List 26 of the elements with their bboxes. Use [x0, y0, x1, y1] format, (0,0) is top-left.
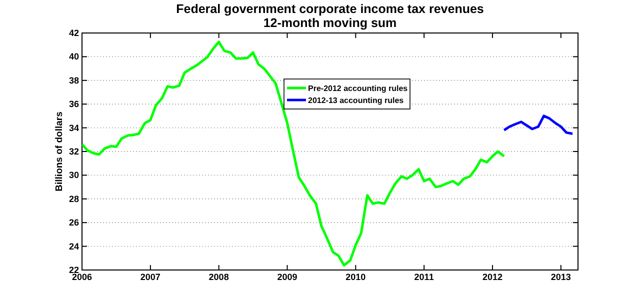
x-tick-label: 2010 — [346, 272, 366, 282]
y-tick-label: 42 — [68, 28, 79, 38]
y-tick-label: 22 — [68, 265, 79, 275]
x-tick-label: 2011 — [414, 272, 434, 282]
x-tick-label: 2007 — [140, 272, 160, 282]
y-tick-label: 36 — [68, 99, 79, 110]
chart-subtitle: 12-month moving sum — [263, 16, 397, 30]
y-tick-label: 30 — [68, 170, 79, 180]
line-series — [502, 114, 574, 135]
y-tick-label: 24 — [68, 241, 79, 252]
legend-label: 2012-13 accounting rules — [308, 96, 404, 105]
x-tick-label: 2013 — [550, 272, 571, 282]
y-axis-title: Billions of dollars — [54, 112, 65, 192]
x-tick-label: 2008 — [208, 272, 229, 282]
y-tick-label: 28 — [68, 194, 79, 204]
x-tick-label: 2009 — [277, 272, 298, 282]
x-tick-label: 2012 — [482, 272, 502, 282]
y-tick-label: 26 — [68, 218, 79, 228]
y-tick-label: 40 — [68, 52, 79, 62]
y-tick-label: 34 — [68, 122, 79, 133]
line-series — [82, 40, 506, 267]
legend-label: Pre-2012 accounting rules — [308, 84, 408, 93]
y-tick-label: 38 — [68, 75, 79, 86]
chart-title: Federal government corporate income tax revenues — [176, 2, 484, 16]
x-tick-label: 2006 — [72, 272, 92, 282]
y-tick-label: 32 — [68, 146, 79, 156]
